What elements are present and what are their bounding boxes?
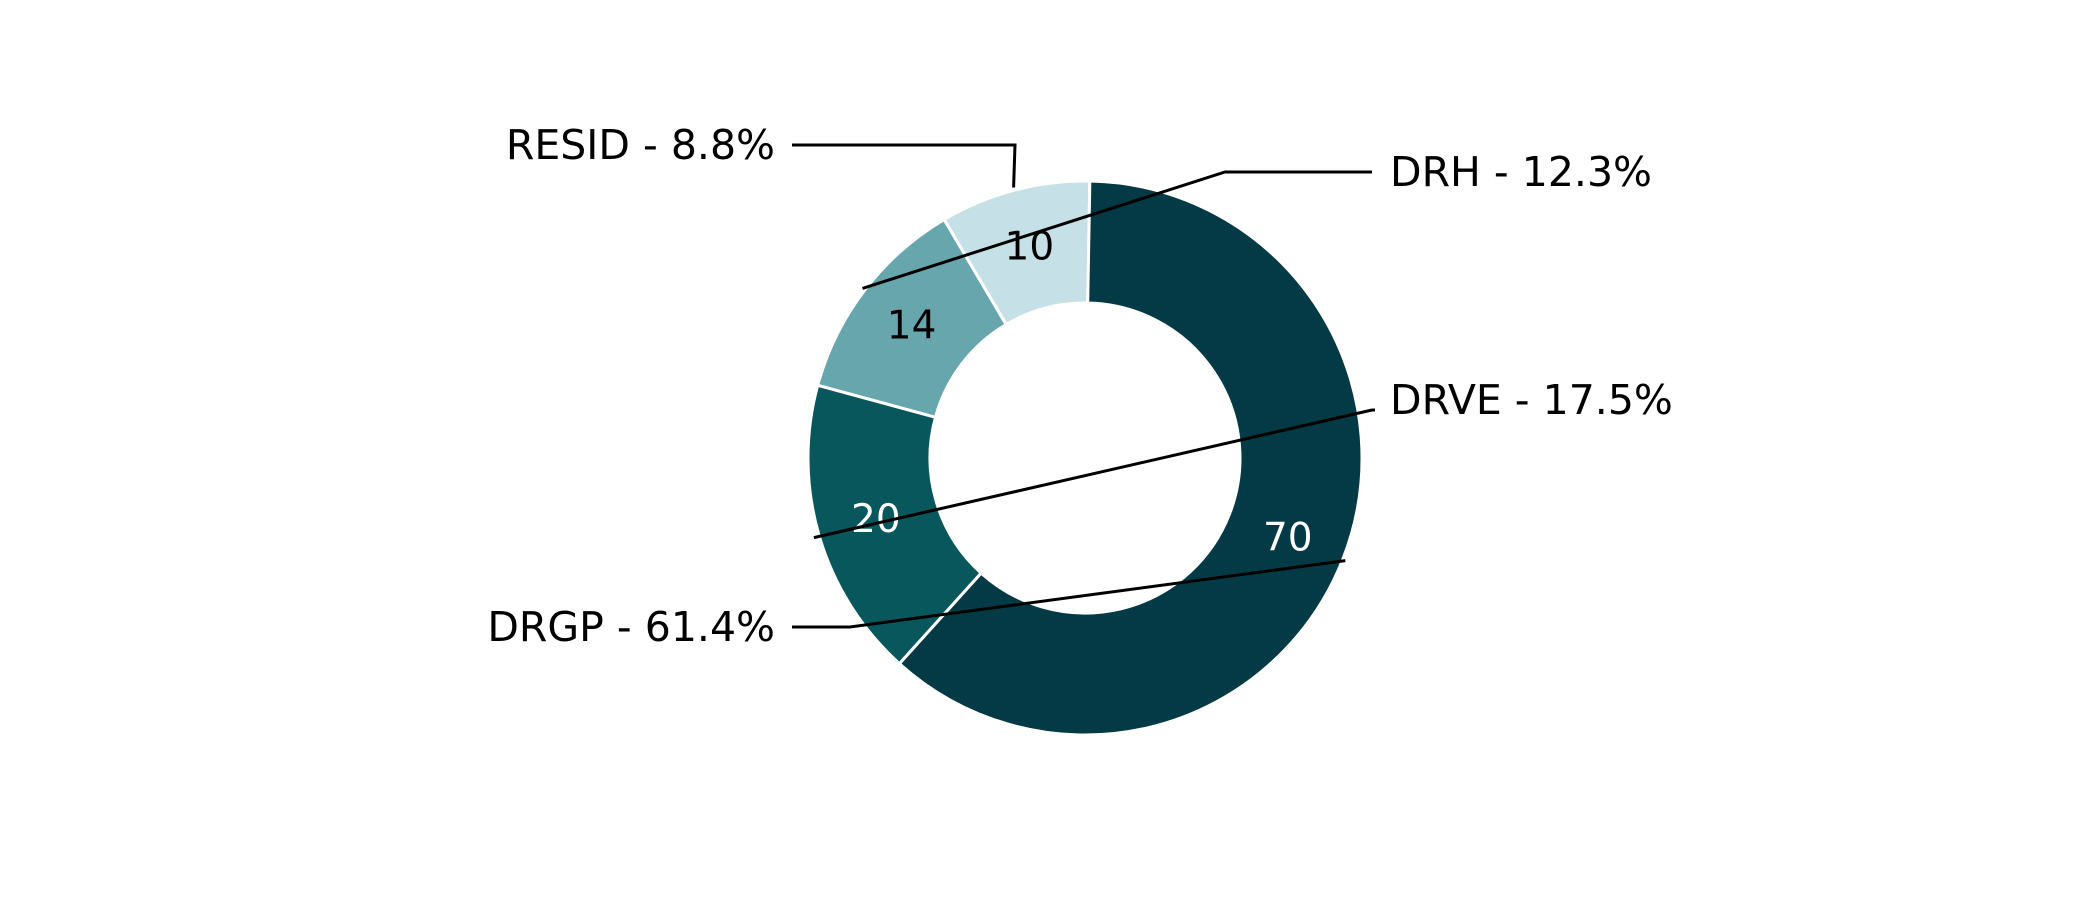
callout-line-drgp — [792, 559, 1346, 629]
callouts-layer: RESID - 8.8% DRH - 12.3% DRVE - 17.5% DRGP … — [487, 121, 1673, 651]
callout-label-drgp: DRGP - 61.4% — [487, 603, 775, 651]
slice-value-drgp: 70 — [1263, 515, 1313, 560]
donut-slice-drve — [806, 383, 984, 666]
donut-slice-drgp — [897, 179, 1364, 737]
slice-value-resid: 10 — [1005, 225, 1055, 270]
callout-line-drh — [862, 170, 1372, 290]
callout-line-resid — [792, 143, 1017, 188]
slice-value-drh: 14 — [887, 303, 937, 348]
callout-label-drve: DRVE - 17.5% — [1390, 376, 1673, 424]
slices-layer — [806, 179, 1364, 737]
callout-label-drh: DRH - 12.3% — [1390, 148, 1652, 196]
callout-line-drve — [813, 408, 1375, 540]
callout-label-resid: RESID - 8.8% — [506, 121, 775, 169]
